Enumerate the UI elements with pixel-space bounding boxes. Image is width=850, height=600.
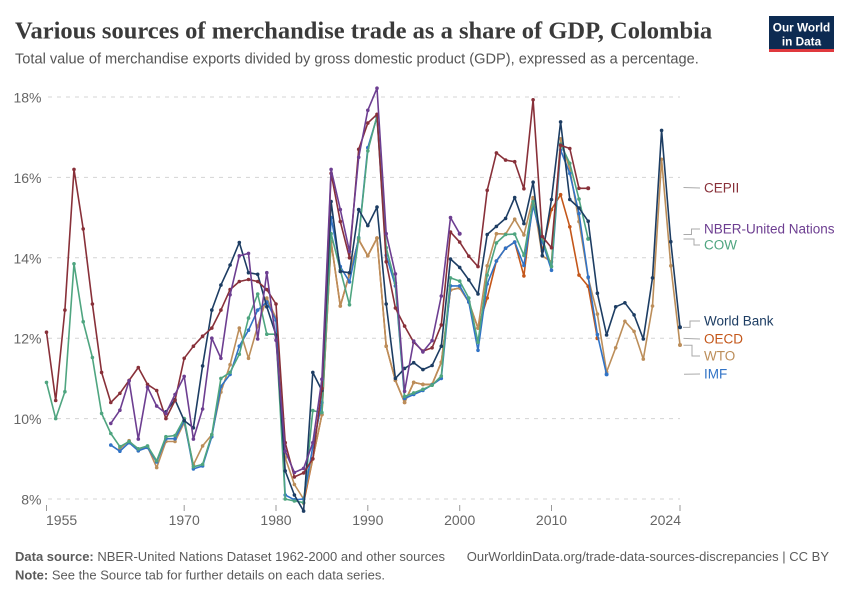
svg-text:COW: COW (704, 238, 737, 253)
svg-text:1990: 1990 (352, 512, 383, 528)
svg-text:1955: 1955 (46, 512, 77, 528)
svg-text:2000: 2000 (444, 512, 475, 528)
svg-text:Our World: Our World (773, 21, 830, 35)
svg-text:18%: 18% (13, 90, 41, 106)
svg-text:8%: 8% (21, 492, 41, 508)
svg-text:OurWorldinData.org/trade-data-: OurWorldinData.org/trade-data-sources-di… (467, 549, 830, 564)
svg-text:2010: 2010 (536, 512, 567, 528)
svg-text:OECD: OECD (704, 332, 743, 347)
svg-text:World Bank: World Bank (704, 314, 774, 329)
svg-text:Total value of merchandise exp: Total value of merchandise exports divid… (15, 52, 699, 68)
svg-text:CEPII: CEPII (704, 181, 739, 196)
svg-text:Various sources of merchandise: Various sources of merchandise trade as … (15, 18, 712, 45)
svg-text:in Data: in Data (782, 35, 822, 49)
svg-text:NBER-United Nations: NBER-United Nations (704, 222, 835, 237)
svg-text:1970: 1970 (169, 512, 200, 528)
svg-text:12%: 12% (13, 331, 41, 347)
svg-text:IMF: IMF (704, 367, 727, 382)
svg-text:1980: 1980 (260, 512, 291, 528)
svg-text:Data source: NBER-United Natio: Data source: NBER-United Nations Dataset… (15, 549, 445, 564)
svg-text:16%: 16% (13, 170, 41, 186)
svg-text:2024: 2024 (650, 512, 681, 528)
svg-text:14%: 14% (13, 250, 41, 266)
svg-text:Note: See the Source tab for f: Note: See the Source tab for further det… (15, 568, 385, 583)
svg-text:WTO: WTO (704, 349, 735, 364)
svg-text:10%: 10% (13, 411, 41, 427)
